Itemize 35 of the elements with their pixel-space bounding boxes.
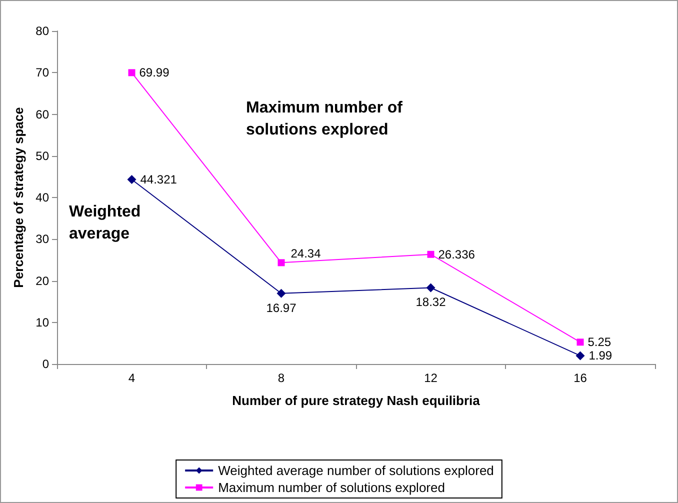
legend-label: Weighted average number of solutions explored bbox=[218, 463, 494, 478]
y-tick-label: 50 bbox=[36, 148, 50, 163]
y-tick-label: 30 bbox=[36, 232, 50, 246]
point bbox=[426, 283, 436, 292]
x-axis-title: Number of pure strategy Nash equilibria bbox=[232, 393, 481, 408]
annotation: Weighted average bbox=[69, 204, 146, 242]
y-tick-label: 70 bbox=[36, 66, 50, 80]
y-tick-label: 80 bbox=[36, 24, 50, 38]
y-tick-label: 0 bbox=[42, 357, 50, 371]
x-tick-label: 8 bbox=[278, 371, 285, 385]
x-tick-label: 16 bbox=[574, 371, 588, 385]
data-label: 44.321 bbox=[140, 172, 178, 187]
data-label: 24.34 bbox=[290, 246, 322, 261]
y-axis-title: Percentage of strategy space bbox=[10, 107, 26, 288]
point bbox=[576, 338, 584, 346]
data-label: 16.97 bbox=[266, 300, 297, 315]
point bbox=[127, 175, 136, 184]
legend-label: Maximum number of solutions explored bbox=[218, 480, 445, 495]
annotation: Maximum number of solutions explored bbox=[246, 100, 407, 138]
point bbox=[427, 250, 434, 258]
data-label: 69.99 bbox=[139, 66, 170, 80]
data-label: 5.25 bbox=[588, 335, 612, 350]
y-tick-label: 40 bbox=[36, 190, 50, 204]
point bbox=[278, 259, 285, 266]
y-tick-label: 60 bbox=[36, 107, 50, 122]
x-tick-label: 12 bbox=[424, 371, 438, 385]
data-label: 1.99 bbox=[588, 348, 612, 363]
point bbox=[128, 69, 136, 76]
y-tick-label: 20 bbox=[36, 274, 50, 288]
data-label: 26.336 bbox=[438, 247, 476, 262]
point bbox=[576, 351, 585, 360]
point bbox=[276, 288, 286, 298]
x-tick-label: 4 bbox=[128, 371, 136, 385]
y-tick-label: 10 bbox=[36, 315, 50, 330]
data-label: 18.32 bbox=[416, 295, 446, 310]
